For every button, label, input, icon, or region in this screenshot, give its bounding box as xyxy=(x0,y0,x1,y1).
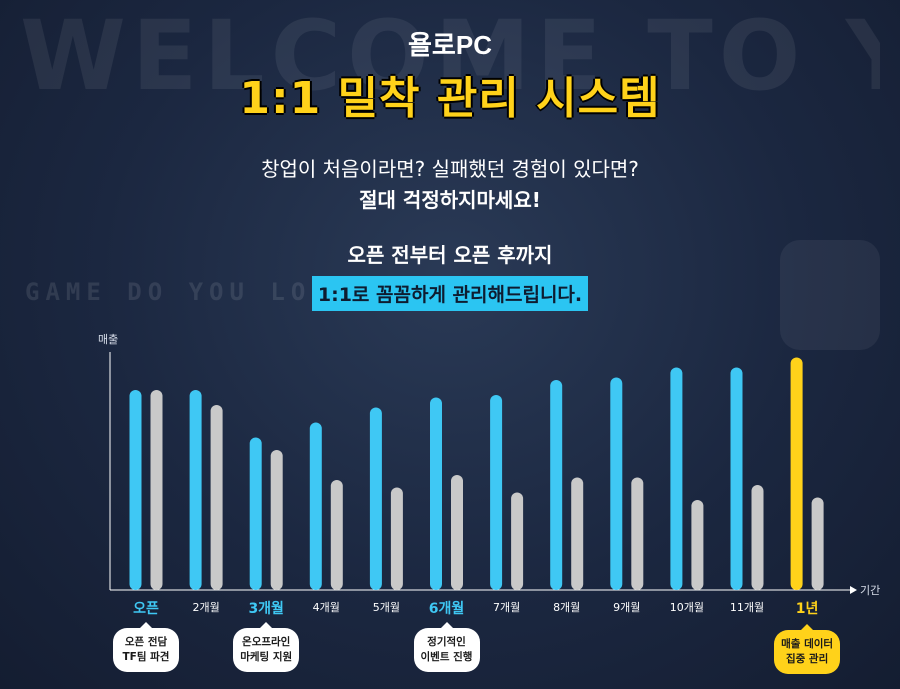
highlight-row: 1:1로 꼼꼼하게 관리해드립니다. xyxy=(0,276,900,311)
bar-sales xyxy=(670,367,683,590)
page-title: 1:1 밀착 관리 시스템 xyxy=(239,73,661,124)
bar-sales xyxy=(730,367,743,590)
badge-line-1: 매출 데이터 xyxy=(781,638,834,650)
badge-line-1: 온오프라인 xyxy=(242,636,291,648)
badge-line-1: 정기적인 xyxy=(427,636,466,648)
bar-other xyxy=(390,487,403,590)
badge-line-2: 마케팅 지원 xyxy=(240,651,293,663)
highlight-text: 1:1로 꼼꼼하게 관리해드립니다. xyxy=(311,276,589,311)
background-logo-shape xyxy=(780,240,880,350)
bar-sales xyxy=(309,422,322,590)
bar-sales xyxy=(490,395,503,590)
x-tick-label: 6개월 xyxy=(429,600,465,617)
background-sign-game: GAME DO YOU LOVE? xyxy=(25,278,373,306)
x-tick-label: 5개월 xyxy=(373,601,400,614)
bar-sales xyxy=(129,390,142,590)
badge-line-2: 이벤트 진행 xyxy=(420,651,473,663)
bar-sales xyxy=(610,377,623,590)
bar-other xyxy=(270,450,283,590)
bar-other xyxy=(691,500,704,590)
bar-sales xyxy=(790,357,803,590)
x-tick-label: 4개월 xyxy=(313,601,340,614)
bar-other xyxy=(150,390,163,590)
bar-other xyxy=(511,492,524,590)
badge-line-2: 집중 관리 xyxy=(785,653,829,665)
bar-other xyxy=(330,480,343,590)
bar-sales xyxy=(249,437,262,590)
x-axis-arrow-icon xyxy=(850,586,857,594)
background-sign-welcome: WELCOME TO YOLO xyxy=(20,0,880,110)
x-tick-label: 7개월 xyxy=(493,601,520,614)
badge-line-2: TF팀 파견 xyxy=(122,651,170,663)
intro-line-2: 절대 걱정하지마세요! xyxy=(359,188,541,212)
x-tick-label: 오픈 xyxy=(133,601,159,617)
bar-sales xyxy=(550,380,563,590)
milestone-badge: 오픈 전담 TF팀 파견 xyxy=(113,622,179,672)
y-axis-label: 매출 xyxy=(98,333,118,346)
badge-line-1: 오픈 전담 xyxy=(124,636,168,648)
bar-sales xyxy=(189,390,202,590)
bar-other xyxy=(210,405,223,590)
x-tick-label: 2개월 xyxy=(192,601,219,614)
x-tick-label: 8개월 xyxy=(553,601,580,614)
x-tick-label: 11개월 xyxy=(730,601,764,614)
bar-sales xyxy=(369,407,382,590)
bar-other xyxy=(631,477,644,590)
x-tick-label: 9개월 xyxy=(613,601,640,614)
x-tick-label: 10개월 xyxy=(670,601,704,614)
intro-line-1: 창업이 처음이라면? 실패했던 경험이 있다면? xyxy=(261,157,639,181)
x-tick-label: 1년 xyxy=(796,601,819,617)
bar-other xyxy=(811,497,824,590)
bar-other xyxy=(571,477,584,590)
x-axis-label: 기간 xyxy=(860,584,880,597)
brand-name: 욜로PC xyxy=(408,30,492,60)
bar-other xyxy=(751,485,764,590)
bar-sales xyxy=(430,397,442,590)
bar-other xyxy=(451,475,463,590)
x-tick-label: 3개월 xyxy=(248,600,284,617)
intro-line-3: 오픈 전부터 오픈 후까지 xyxy=(347,243,553,267)
